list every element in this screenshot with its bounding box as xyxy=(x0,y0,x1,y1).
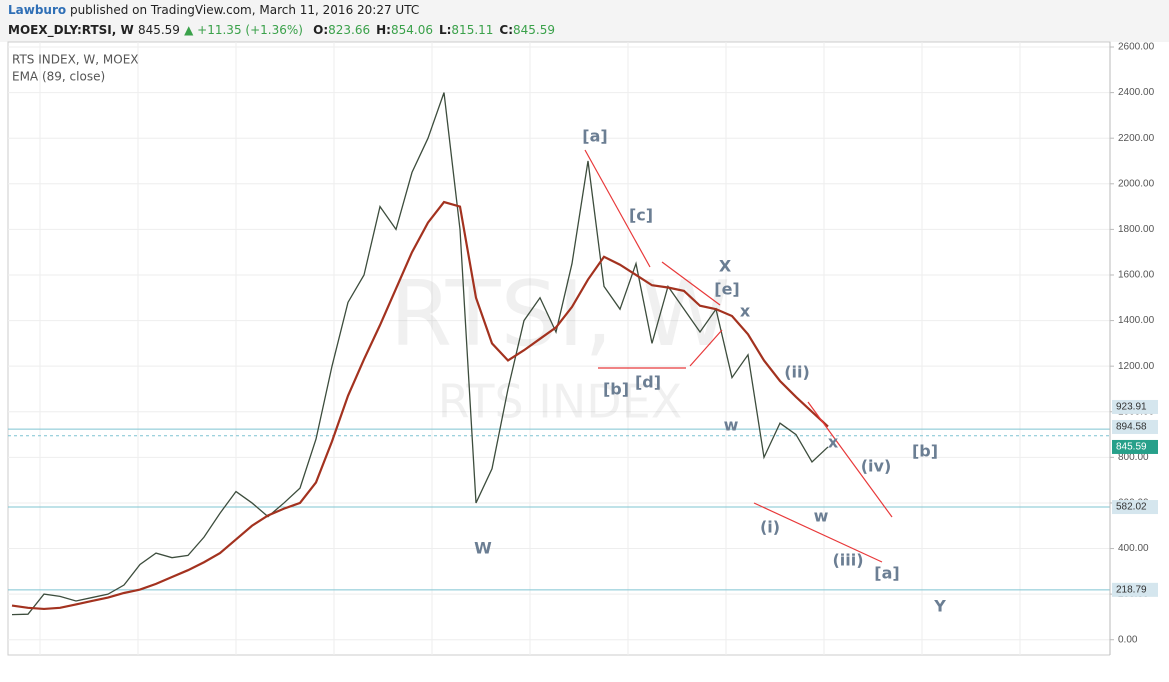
symbol-line: MOEX_DLY:RTSI, W 845.59 ▲ +11.35 (+1.36%… xyxy=(8,23,555,38)
ohlc-value: 854.06 xyxy=(391,23,433,37)
price: 845.59 xyxy=(138,23,180,37)
price-label-bg xyxy=(1112,419,1158,434)
trendlines xyxy=(584,149,893,563)
y-tick-label: 1400.00 xyxy=(1118,315,1155,326)
price-label: 845.59 xyxy=(1116,442,1147,453)
price-label: 894.58 xyxy=(1116,422,1147,433)
ohlc-label: H: xyxy=(376,23,391,37)
price-label-bg xyxy=(1112,439,1158,454)
wave-label: [e] xyxy=(714,280,739,299)
y-tick-label: 2400.00 xyxy=(1118,87,1155,98)
wave-label: X xyxy=(719,257,732,276)
y-axis-bg xyxy=(1110,42,1169,682)
legend-series: RTS INDEX, W, MOEX xyxy=(12,53,139,67)
wave-label: w xyxy=(814,507,829,526)
watermark-subtitle: RTS INDEX xyxy=(438,375,683,429)
symbol: MOEX_DLY:RTSI, W xyxy=(8,23,134,38)
x-grid xyxy=(39,42,1021,655)
wave-label: (iv) xyxy=(861,457,892,476)
wave-label: (iii) xyxy=(832,551,863,570)
ohlc: O:823.66 H:854.06 L:815.11 C:845.59 xyxy=(313,23,555,37)
header-bg xyxy=(0,0,1169,42)
hlines xyxy=(8,428,1110,591)
published: published on TradingView.com, March 11, … xyxy=(70,3,419,17)
price-label: 923.91 xyxy=(1116,402,1147,413)
ohlc-value: 845.59 xyxy=(513,23,555,37)
wave-label: x xyxy=(828,433,839,452)
change: ▲ +11.35 (+1.36%) xyxy=(184,23,303,37)
price-line xyxy=(11,92,829,616)
wave-label: (i) xyxy=(760,518,780,537)
annotations: [a][c]X[e]x[b] [d](ii)wx [b](iv)(i)w(iii)[… xyxy=(474,127,946,616)
y-tick-label: 2000.00 xyxy=(1118,178,1155,189)
price-label-bg xyxy=(1112,500,1158,515)
price-label-bg xyxy=(1112,399,1158,414)
ohlc-value: 823.66 xyxy=(328,23,370,37)
author[interactable]: Lawburo xyxy=(8,3,66,17)
y-tick-label: 0.00 xyxy=(1118,634,1138,645)
y-tick-label: 400.00 xyxy=(1118,543,1149,554)
series xyxy=(11,92,829,616)
y-tick-label: 1800.00 xyxy=(1118,224,1155,235)
wave-label: [b] xyxy=(603,380,629,399)
price-labels: 218.79 582.02 845.59 894.58 923.91 xyxy=(1112,399,1158,597)
y-grid xyxy=(8,46,1110,641)
wave-label: x xyxy=(740,302,751,321)
wave-label: w xyxy=(724,416,739,435)
y-tick-label: 1200.00 xyxy=(1118,361,1155,372)
legend-ema: EMA (89, close) xyxy=(12,70,105,84)
price-label: 582.02 xyxy=(1116,502,1147,513)
y-tick-label: 2200.00 xyxy=(1118,133,1155,144)
ohlc-label: L: xyxy=(439,23,451,37)
wave-label: [a] xyxy=(582,127,607,146)
wave-label: Y xyxy=(933,597,946,616)
ohlc-label: O: xyxy=(313,23,328,37)
wave-label: [c] xyxy=(629,206,653,225)
ohlc-value: 815.11 xyxy=(451,23,493,37)
wave-label: [a] xyxy=(874,564,899,583)
ohlc-label: C: xyxy=(499,23,513,37)
y-tick-label: 2600.00 xyxy=(1118,42,1155,53)
wave-label: [d] xyxy=(635,373,661,392)
y-tick-label: 800.00 xyxy=(1118,452,1149,463)
y-tick-label: 1600.00 xyxy=(1118,270,1155,281)
header-line: Lawburo published on TradingView.com, Ma… xyxy=(8,3,419,17)
price-label-bg xyxy=(1112,582,1158,597)
price-label: 218.79 xyxy=(1116,584,1147,595)
wave-label: W xyxy=(474,539,492,558)
ema-line xyxy=(11,200,829,611)
wave-label: [b] xyxy=(912,442,938,461)
wave-label: (ii) xyxy=(784,363,810,382)
